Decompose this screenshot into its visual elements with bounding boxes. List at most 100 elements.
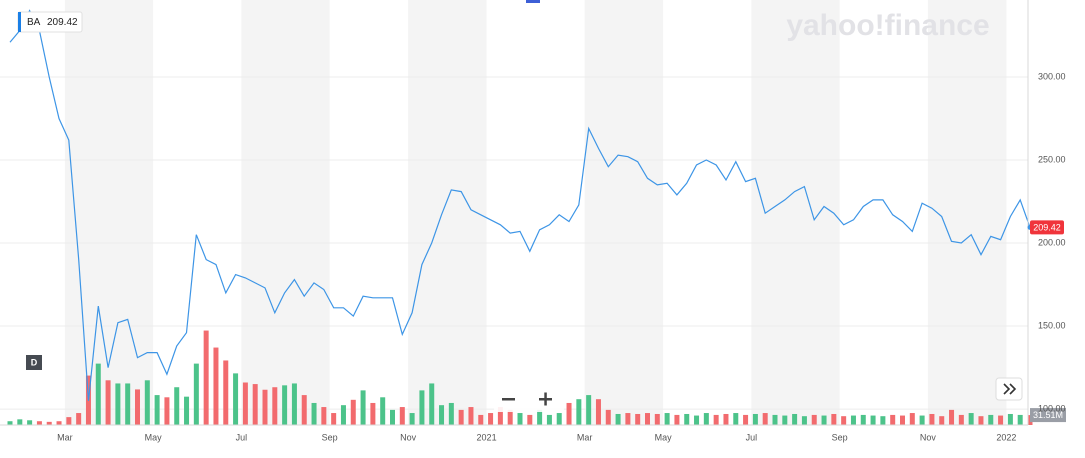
volume-bar bbox=[507, 409, 513, 425]
volume-bar bbox=[860, 414, 866, 425]
interval-button[interactable]: D bbox=[26, 355, 42, 370]
volume-bar bbox=[321, 407, 327, 425]
volume-bar bbox=[772, 414, 778, 425]
x-tick-label: May bbox=[655, 432, 673, 442]
volume-bar bbox=[752, 413, 758, 425]
volume-bar bbox=[900, 415, 905, 425]
volume-bar bbox=[537, 409, 543, 425]
volume-bar bbox=[233, 373, 239, 425]
volume-bar bbox=[645, 413, 650, 425]
volume-bar bbox=[713, 414, 719, 425]
x-tick-label: 2021 bbox=[477, 432, 497, 442]
volume-bar bbox=[17, 419, 23, 425]
volume-bar bbox=[821, 415, 827, 425]
x-tick-label: Jul bbox=[746, 432, 758, 442]
volume-bar bbox=[890, 414, 896, 425]
shade-band bbox=[927, 0, 1007, 425]
volume-bar bbox=[95, 363, 101, 425]
volume-bar bbox=[350, 399, 356, 425]
volume-bar bbox=[811, 414, 817, 425]
x-tick-label: Sep bbox=[322, 432, 338, 442]
volume-bar bbox=[1007, 413, 1013, 425]
y-tick-label: 300.00 bbox=[1038, 71, 1066, 81]
x-tick-label: Nov bbox=[920, 432, 937, 442]
volume-bar bbox=[595, 399, 601, 425]
zoom-controls bbox=[494, 387, 564, 412]
volume-bar bbox=[782, 415, 788, 425]
scroll-button[interactable] bbox=[995, 377, 1023, 401]
volume-bar bbox=[654, 413, 660, 425]
volume-bar bbox=[223, 360, 229, 425]
price-tag bbox=[1030, 220, 1064, 235]
volume-bar bbox=[841, 416, 847, 425]
x-tick-label: 2022 bbox=[996, 432, 1016, 442]
volume-bar bbox=[929, 413, 935, 425]
volume-bar bbox=[380, 397, 386, 425]
volume-bar bbox=[674, 414, 680, 425]
zoom-in[interactable] bbox=[539, 392, 552, 406]
interval: D bbox=[31, 357, 38, 367]
volume-bar bbox=[939, 416, 945, 425]
price-tag-label: 209.42 bbox=[1033, 222, 1061, 232]
volume-bar bbox=[174, 387, 180, 425]
volume-bar bbox=[1017, 414, 1023, 425]
plot bbox=[7, 9, 1033, 425]
volume-bar bbox=[801, 416, 807, 425]
volume-bar bbox=[7, 421, 13, 425]
volume-bar bbox=[213, 347, 219, 425]
volume-bar bbox=[272, 387, 278, 425]
volume-bar bbox=[694, 415, 700, 425]
volume-bar bbox=[615, 413, 621, 425]
volume-bar bbox=[66, 417, 72, 425]
shade-band bbox=[408, 0, 487, 425]
watermark: yahoo!finance bbox=[786, 9, 989, 42]
volume-bar bbox=[301, 395, 307, 425]
volume-bar bbox=[635, 413, 641, 425]
volume-bar bbox=[164, 397, 170, 425]
volume-bar bbox=[125, 383, 131, 425]
volume-bar bbox=[370, 402, 376, 425]
volume-bar bbox=[978, 416, 984, 425]
volume-bar bbox=[56, 421, 62, 425]
volume-bar bbox=[409, 413, 415, 425]
volume-bar bbox=[919, 415, 925, 425]
zoom-out[interactable] bbox=[502, 398, 515, 401]
volume-tag bbox=[1030, 408, 1066, 423]
symbol-tag: BA 209.42 bbox=[17, 11, 83, 33]
volume-bar bbox=[684, 413, 690, 425]
volume-bar bbox=[390, 409, 395, 425]
x-tick-label: May bbox=[145, 432, 163, 442]
volume-bar bbox=[527, 414, 533, 425]
volume-bar bbox=[144, 380, 150, 425]
volume-bar bbox=[870, 415, 876, 425]
volume-bar bbox=[282, 385, 288, 425]
volume-bar bbox=[311, 402, 317, 425]
volume-bar bbox=[949, 409, 955, 425]
volume-bar bbox=[968, 413, 974, 425]
volume-bar bbox=[850, 415, 856, 425]
volume-bar bbox=[262, 389, 268, 425]
volume-bar bbox=[988, 414, 994, 425]
volume-bar bbox=[586, 395, 592, 425]
volume-bar bbox=[419, 390, 425, 425]
volume-bar bbox=[135, 389, 140, 425]
volume-bar bbox=[360, 390, 366, 425]
indicator bbox=[526, 0, 540, 3]
volume-bar bbox=[36, 421, 42, 425]
volume-bar bbox=[478, 414, 484, 425]
volume-bar bbox=[792, 413, 798, 425]
price-line bbox=[9, 9, 1031, 401]
y-tick-label: 150.00 bbox=[1038, 320, 1066, 330]
y-tick-label: 250.00 bbox=[1038, 154, 1066, 164]
volume-bar bbox=[105, 380, 111, 425]
volume-bar bbox=[27, 420, 33, 425]
volume-bar bbox=[762, 413, 768, 425]
volume-bar bbox=[556, 413, 562, 425]
volume-bar bbox=[76, 413, 82, 425]
volume-bar bbox=[743, 414, 749, 425]
volume-bar bbox=[439, 405, 445, 425]
volume-bar bbox=[115, 383, 121, 425]
x-tick-label: Mar bbox=[57, 432, 73, 442]
volume-bar bbox=[340, 405, 346, 425]
shade-band bbox=[584, 0, 664, 425]
